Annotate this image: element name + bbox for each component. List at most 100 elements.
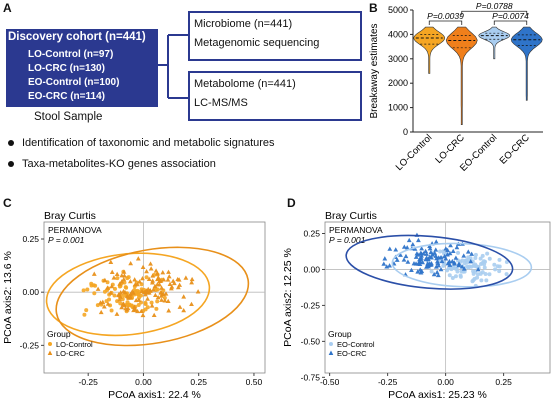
legend-marker (48, 342, 52, 346)
data-point (127, 279, 133, 284)
x-tick-label: 0.25 (190, 377, 207, 387)
cohort-group-eo-crc: EO-CRC (n=114) (28, 91, 105, 102)
data-point (155, 299, 160, 304)
data-point (433, 239, 439, 244)
data-point (138, 308, 144, 313)
data-point (171, 280, 177, 286)
data-point (143, 307, 148, 312)
data-point (434, 259, 440, 264)
violin-eo-control (478, 26, 511, 60)
data-point (479, 278, 484, 283)
data-point (109, 308, 114, 313)
data-point (495, 264, 500, 269)
legend-label: EO-Control (337, 340, 375, 349)
data-point (189, 301, 194, 307)
confidence-ellipse (391, 242, 533, 288)
data-point (145, 296, 150, 301)
x-axis-title: PCoA axis1: 22.4 % (108, 389, 201, 401)
data-point (469, 251, 475, 256)
data-point (189, 276, 195, 282)
data-point (460, 258, 465, 263)
y-tick-label: -0.25 (301, 300, 321, 310)
data-point (406, 237, 412, 243)
data-point (153, 268, 159, 273)
data-point (159, 285, 165, 290)
data-point (143, 300, 148, 305)
data-point (129, 289, 135, 294)
data-point (159, 297, 164, 302)
data-point (102, 277, 108, 282)
data-point (473, 256, 478, 261)
data-point (131, 307, 136, 313)
data-point (487, 272, 492, 277)
data-point (454, 244, 460, 250)
data-point (115, 276, 120, 281)
plot-frame (324, 221, 551, 374)
bullet-text: Taxa-metabolites-KO genes association (22, 158, 216, 170)
data-point (445, 252, 450, 257)
data-point (121, 276, 127, 282)
cohort-title: Discovery cohort (n=441) (8, 31, 146, 43)
cohort-group-lo-crc: LO-CRC (n=130) (28, 63, 105, 74)
data-point (150, 287, 156, 292)
data-point (479, 261, 484, 266)
data-point (84, 308, 89, 313)
pvalue-text: P = 0.001 (48, 235, 85, 245)
data-point (487, 256, 492, 261)
data-point (420, 259, 425, 265)
bullet-dot-icon (8, 161, 14, 168)
legend-label: EO-CRC (337, 349, 367, 358)
data-point (140, 264, 146, 270)
data-point (428, 249, 434, 255)
data-point (393, 247, 399, 252)
pcoa-chart-d: -0.50 -0.25 0.00 0.25-0.75-0.50-0.250.000.2… (282, 210, 551, 401)
data-point (108, 259, 114, 264)
data-point (128, 291, 133, 297)
data-point (427, 243, 432, 249)
y-axis-title: Breakaway estimates (369, 23, 380, 118)
panel-d-label: D (287, 196, 296, 210)
data-point (449, 267, 454, 272)
data-point (431, 271, 437, 277)
y-axis-title: PCoA axis2: 13.6 % (2, 251, 14, 344)
data-point (114, 311, 120, 316)
y-tick-label: 0.00 (22, 287, 39, 297)
y-tick-label: -0.25 (20, 340, 40, 350)
data-point (442, 253, 447, 259)
cohort-bracket-connector (158, 34, 188, 99)
y-tick-label: 0.25 (303, 229, 320, 239)
data-point (471, 271, 476, 276)
data-point (116, 292, 121, 298)
pcoa-chart-c: -0.25 0.00 0.25 0.50 -0.25 0.00 0.25 PCoA axis1… (2, 210, 266, 401)
data-point (459, 264, 465, 269)
data-point (123, 285, 128, 290)
data-point (466, 255, 471, 260)
data-point (161, 291, 166, 297)
data-point (133, 297, 139, 303)
data-point (89, 281, 94, 286)
y-tick-label: 5000 (388, 5, 408, 15)
comparison-pvalue: P=0.0039 (427, 11, 464, 21)
metabolome-line1: Metabolome (n=441) (194, 78, 296, 90)
data-point (433, 247, 439, 252)
data-point (448, 243, 453, 248)
bullet-item: Identification of taxonomic and metaboli… (8, 137, 275, 149)
data-point (124, 293, 130, 299)
confidence-ellipse (345, 234, 514, 290)
data-point (433, 264, 439, 269)
data-point (461, 266, 467, 271)
data-point (117, 297, 123, 302)
comparison-pvalue: P=0.0788 (476, 1, 513, 11)
data-point (148, 261, 153, 266)
legend-title: Group (328, 329, 352, 339)
data-point (123, 305, 129, 311)
y-tick-label: 4000 (388, 29, 408, 39)
comparison-pvalue: P=0.0074 (492, 11, 529, 21)
data-point (410, 241, 416, 247)
data-point (470, 279, 475, 284)
data-point (434, 269, 440, 275)
data-point (118, 301, 123, 306)
data-point (109, 269, 115, 274)
plot-frame (43, 221, 266, 374)
data-point (436, 263, 441, 268)
